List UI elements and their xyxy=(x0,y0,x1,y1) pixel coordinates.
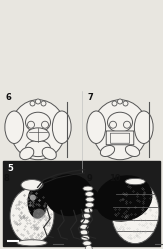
Bar xyxy=(0,91,82,172)
Text: 5: 5 xyxy=(7,164,13,173)
Ellipse shape xyxy=(125,145,140,157)
Text: 7: 7 xyxy=(87,93,93,102)
Ellipse shape xyxy=(108,112,133,132)
Circle shape xyxy=(28,121,35,128)
Ellipse shape xyxy=(52,111,71,143)
Bar xyxy=(65,172,105,249)
Circle shape xyxy=(42,121,49,128)
Ellipse shape xyxy=(85,202,94,207)
Ellipse shape xyxy=(92,100,148,160)
Ellipse shape xyxy=(10,188,54,244)
Ellipse shape xyxy=(28,186,47,218)
Ellipse shape xyxy=(25,112,51,132)
Ellipse shape xyxy=(81,219,89,224)
Text: 6: 6 xyxy=(5,93,11,102)
Ellipse shape xyxy=(83,189,99,209)
Circle shape xyxy=(85,245,92,249)
Ellipse shape xyxy=(87,111,106,143)
Ellipse shape xyxy=(80,230,89,235)
Ellipse shape xyxy=(27,128,49,142)
Ellipse shape xyxy=(82,213,91,218)
Circle shape xyxy=(41,101,46,106)
Ellipse shape xyxy=(5,111,24,143)
Circle shape xyxy=(30,101,35,106)
Text: 10: 10 xyxy=(109,174,121,183)
Ellipse shape xyxy=(125,178,145,185)
Ellipse shape xyxy=(84,208,93,213)
Ellipse shape xyxy=(86,197,94,202)
Ellipse shape xyxy=(33,209,45,221)
FancyBboxPatch shape xyxy=(111,133,130,143)
Circle shape xyxy=(36,99,40,104)
FancyBboxPatch shape xyxy=(106,131,134,145)
Bar xyxy=(82,91,163,172)
Circle shape xyxy=(118,99,123,104)
Ellipse shape xyxy=(83,186,93,191)
Bar xyxy=(105,172,163,249)
Ellipse shape xyxy=(10,100,66,160)
Ellipse shape xyxy=(92,198,103,209)
Ellipse shape xyxy=(83,241,91,246)
Ellipse shape xyxy=(21,180,43,190)
Ellipse shape xyxy=(81,235,90,240)
Ellipse shape xyxy=(100,145,115,157)
Circle shape xyxy=(123,101,128,106)
Ellipse shape xyxy=(20,147,34,160)
Ellipse shape xyxy=(45,175,92,215)
Ellipse shape xyxy=(85,192,94,196)
Ellipse shape xyxy=(25,140,51,157)
Ellipse shape xyxy=(80,224,88,229)
Bar xyxy=(3,161,160,246)
Circle shape xyxy=(124,121,131,128)
Text: 9: 9 xyxy=(87,174,93,183)
Circle shape xyxy=(110,121,117,128)
Ellipse shape xyxy=(96,176,152,221)
Ellipse shape xyxy=(41,179,59,198)
Circle shape xyxy=(30,195,35,200)
Ellipse shape xyxy=(111,180,159,244)
Circle shape xyxy=(112,101,117,106)
Ellipse shape xyxy=(42,147,56,160)
Bar xyxy=(0,158,163,249)
Text: 8: 8 xyxy=(4,174,10,183)
Ellipse shape xyxy=(17,240,47,246)
Ellipse shape xyxy=(134,111,153,143)
Bar xyxy=(0,172,65,249)
